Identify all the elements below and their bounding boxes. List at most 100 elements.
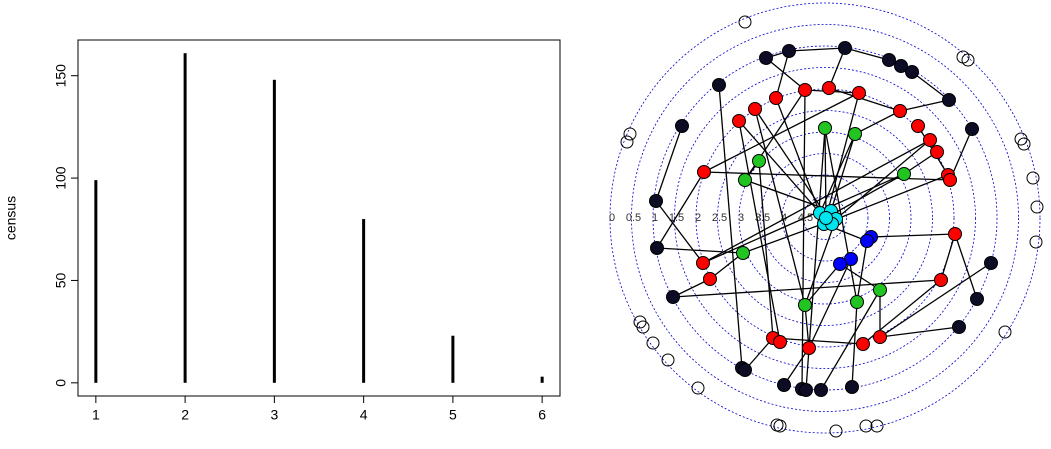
y-tick-label: 150 — [53, 64, 69, 88]
node — [773, 335, 787, 349]
ring — [717, 110, 933, 326]
node — [696, 256, 710, 270]
ring-label: 3.5 — [755, 212, 770, 224]
edge — [823, 174, 949, 225]
edge — [844, 47, 890, 61]
x-tick-label: 1 — [92, 407, 100, 423]
node — [934, 273, 948, 287]
node — [848, 127, 862, 141]
edge — [672, 279, 942, 298]
edge — [825, 92, 860, 219]
x-tick-label: 5 — [449, 407, 457, 423]
y-tick-label: 50 — [53, 272, 69, 288]
bar — [183, 53, 187, 383]
edge — [911, 71, 950, 101]
node — [873, 283, 887, 297]
node — [970, 292, 984, 306]
x-tick-label: 4 — [360, 407, 368, 423]
edge — [788, 47, 846, 52]
node — [819, 211, 833, 225]
node — [984, 256, 998, 270]
edge — [825, 173, 905, 219]
edge — [835, 139, 931, 220]
edge — [856, 240, 868, 303]
edge — [828, 87, 901, 112]
node — [850, 295, 864, 309]
edge — [655, 200, 704, 264]
node — [773, 419, 787, 433]
edge — [801, 89, 806, 390]
ring-label: 0 — [609, 212, 615, 224]
node — [661, 353, 675, 367]
node — [798, 83, 812, 97]
edge — [940, 233, 956, 281]
node — [1026, 171, 1040, 185]
edge — [804, 263, 841, 306]
edge — [702, 139, 931, 264]
node — [952, 320, 966, 334]
node — [923, 133, 937, 147]
node — [738, 363, 752, 377]
bar — [272, 79, 276, 383]
x-tick-label: 6 — [538, 407, 546, 423]
edge — [656, 171, 705, 249]
node — [732, 114, 746, 128]
ring — [631, 24, 1019, 412]
node — [873, 330, 887, 344]
edge — [775, 97, 825, 225]
node — [623, 127, 637, 141]
node — [646, 336, 660, 350]
edge — [754, 108, 833, 225]
ring-label: 2 — [695, 212, 701, 224]
edge — [808, 258, 852, 349]
node — [799, 383, 813, 397]
node — [620, 135, 634, 149]
node — [738, 15, 752, 29]
node — [897, 167, 911, 181]
edge — [783, 347, 810, 386]
node — [965, 122, 979, 136]
node — [738, 173, 752, 187]
node — [1017, 137, 1031, 151]
node — [802, 341, 816, 355]
x-tick-label: 2 — [181, 407, 189, 423]
node — [1030, 200, 1044, 214]
node — [998, 325, 1012, 339]
ring — [781, 174, 869, 262]
node — [829, 424, 843, 438]
y-axis-label: census — [3, 196, 19, 240]
node — [894, 59, 908, 73]
node — [856, 337, 870, 351]
node — [859, 419, 873, 433]
edge — [828, 47, 846, 89]
node — [814, 383, 828, 397]
edge — [655, 125, 683, 202]
edge — [854, 110, 901, 135]
edge — [954, 233, 978, 300]
node — [818, 121, 832, 135]
node — [691, 381, 705, 395]
ring-label: 2.5 — [712, 212, 727, 224]
edge — [702, 173, 905, 264]
edge — [744, 179, 832, 212]
node — [666, 290, 680, 304]
edge — [718, 84, 743, 369]
edge — [819, 133, 856, 214]
edge — [758, 160, 774, 339]
edge — [830, 133, 856, 212]
node — [697, 165, 711, 179]
edge — [738, 120, 821, 214]
edge — [879, 326, 960, 338]
ring-label: 1 — [652, 212, 658, 224]
node — [961, 53, 975, 67]
node — [930, 145, 944, 159]
ring-label: 1.5 — [669, 212, 684, 224]
edge — [879, 262, 992, 338]
bar — [540, 376, 544, 383]
ring — [609, 2, 1041, 434]
ring-label: 3 — [738, 212, 744, 224]
ring-label: 4 — [781, 212, 787, 224]
node — [905, 65, 919, 79]
